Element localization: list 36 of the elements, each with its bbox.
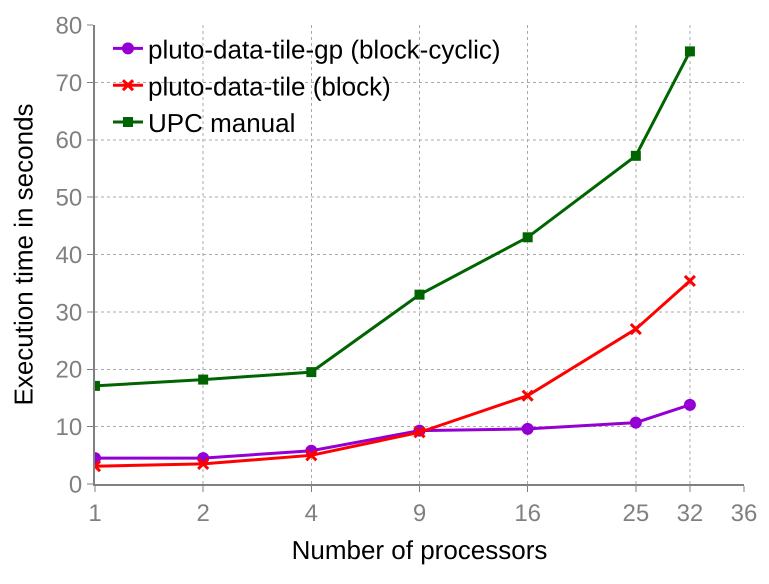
point [684, 398, 696, 411]
legend-label: pluto-data-tile (block) [148, 71, 391, 102]
y-tick-label: 20 [55, 356, 82, 384]
y-tick-label: 70 [55, 70, 82, 97]
point [629, 322, 642, 336]
y-axis-title: Execution time in seconds [8, 103, 38, 406]
point [522, 422, 534, 435]
y-tick-label: 30 [55, 299, 82, 326]
legend-label: UPC manual [148, 108, 296, 138]
point [630, 416, 642, 429]
x-tick-label: 4 [304, 500, 318, 527]
x-tick-label: 32 [676, 500, 704, 527]
point [306, 367, 316, 378]
y-tick-label: 0 [68, 471, 82, 498]
y-tick-label: 80 [55, 12, 82, 40]
y-tick-label: 40 [55, 242, 82, 269]
x-axis-title: Number of processors [292, 535, 548, 565]
y-tick-label: 10 [55, 414, 82, 442]
x-tick-label: 1 [88, 500, 102, 527]
x-tick-label: 36 [730, 500, 758, 527]
x-tick-label: 9 [412, 500, 426, 527]
point [196, 457, 210, 470]
point [684, 46, 695, 56]
x-tick-label: 16 [514, 500, 542, 527]
x-tick-label: 25 [622, 500, 650, 527]
point [304, 448, 318, 462]
y-tick-label: 50 [55, 184, 82, 212]
point [521, 389, 534, 402]
point [683, 274, 696, 288]
y-tick-label: 60 [55, 127, 82, 154]
legend-label: pluto-data-tile-gp (block-cyclic) [148, 34, 501, 65]
point [414, 290, 424, 300]
point [630, 150, 641, 161]
point [522, 232, 533, 242]
point [198, 374, 208, 385]
x-tick-label: 2 [196, 500, 210, 527]
